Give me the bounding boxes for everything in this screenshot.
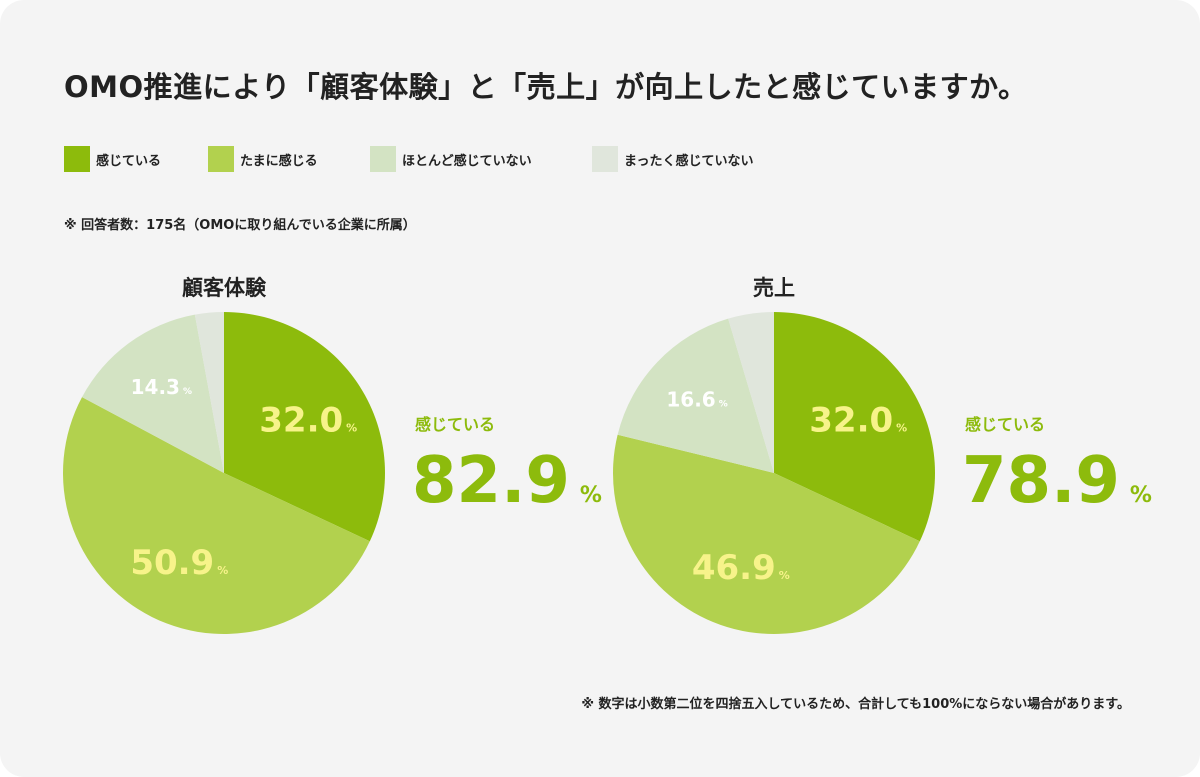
pie-slice-2	[62, 397, 370, 635]
legend-item-feel: 感じている	[64, 146, 208, 172]
slice-label: 32.0%	[809, 400, 907, 440]
pie-slice-1	[224, 312, 385, 542]
legend-label: 感じている	[96, 153, 162, 169]
legend-label: ほとんど感じていない	[402, 153, 532, 169]
pie-title: 顧客体験	[182, 276, 267, 300]
summary-label: 感じている	[965, 415, 1045, 434]
legend-swatch	[208, 146, 234, 172]
legend-item-sometimes: たまに感じる	[208, 146, 370, 172]
respondents-note: ※ 回答者数：175名（OMOに取り組んでいる企業に所属）	[64, 218, 416, 233]
slice-label: 50.9%	[130, 543, 228, 583]
summary-value: 82.9%	[412, 444, 602, 518]
legend-label: たまに感じる	[240, 153, 318, 169]
legend-label: まったく感じていない	[624, 153, 754, 169]
pie-slice-1	[774, 312, 935, 542]
legend: 感じている たまに感じる ほとんど感じていない まったく感じていない	[64, 146, 753, 172]
summary-label: 感じている	[415, 415, 495, 434]
pie-slice-3	[617, 318, 774, 473]
slice-label: 32.0%	[259, 400, 357, 440]
legend-item-never: まったく感じていない	[592, 146, 753, 172]
pie-slice-2	[612, 434, 920, 635]
pie-slice-4	[728, 312, 774, 473]
slice-label: 46.9%	[692, 548, 790, 588]
summary-value: 78.9%	[962, 444, 1152, 518]
footnote: ※ 数字は小数第二位を四捨五入しているため、合計しても100%にならない場合があ…	[581, 697, 1130, 712]
legend-item-rarely: ほとんど感じていない	[370, 146, 592, 172]
legend-swatch	[64, 146, 90, 172]
legend-swatch	[370, 146, 396, 172]
chart-title: OMO推進により「顧客体験」と「売上」が向上したと感じていますか。	[64, 70, 1028, 104]
pie-slice-3	[82, 314, 224, 473]
legend-swatch	[592, 146, 618, 172]
pie-slice-4	[194, 312, 224, 473]
pie-title: 売上	[753, 276, 795, 300]
